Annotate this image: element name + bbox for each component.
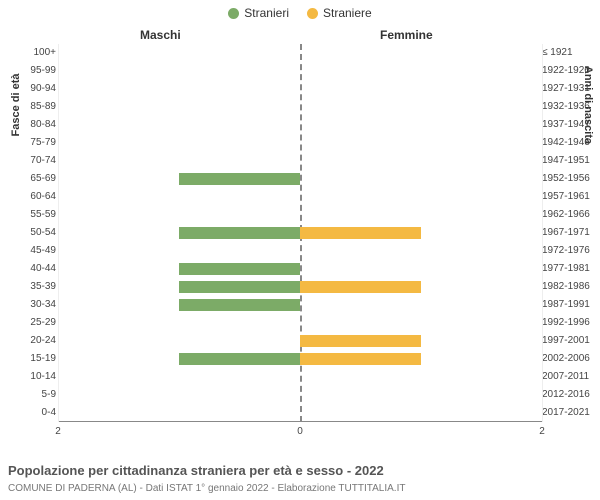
chart-caption: Popolazione per cittadinanza straniera p… [8,463,384,478]
y-right-label: 1922-1926 [542,65,590,76]
legend-swatch-male [228,8,239,19]
bar-male [179,263,300,275]
y-right-label: ≤ 1921 [542,47,573,58]
y-left-label: 55-59 [30,209,56,220]
y-right-label: 1967-1971 [542,227,590,238]
y-left-label: 30-34 [30,299,56,310]
legend: Stranieri Straniere [0,0,600,20]
x-gridline [58,44,59,422]
legend-item-male: Stranieri [228,6,289,20]
column-header-female: Femmine [380,28,433,42]
x-tick-label: 2 [55,426,61,437]
y-left-label: 50-54 [30,227,56,238]
y-right-label: 2002-2006 [542,353,590,364]
bar-male [179,281,300,293]
chart-plot-area [58,44,542,422]
y-axis-right-labels: ≤ 1921 1922-1926 1927-1931 1932-1936 1937-19… [542,44,596,422]
y-left-label: 75-79 [30,137,56,148]
bar-male [179,299,300,311]
y-right-label: 1952-1956 [542,173,590,184]
y-right-label: 1977-1981 [542,263,590,274]
bar-female [300,353,421,365]
y-right-label: 2017-2021 [542,407,590,418]
y-left-label: 85-89 [30,101,56,112]
legend-swatch-female [307,8,318,19]
x-gridline [542,44,543,422]
y-left-label: 20-24 [30,335,56,346]
y-right-label: 1932-1936 [542,101,590,112]
y-right-label: 1937-1941 [542,119,590,130]
y-right-label: 1927-1931 [542,83,590,94]
y-left-label: 60-64 [30,191,56,202]
y-left-label: 70-74 [30,155,56,166]
column-header-male: Maschi [140,28,181,42]
y-left-label: 5-9 [42,389,56,400]
y-axis-left-labels: 100+ 95-99 90-94 85-89 80-84 75-79 70-74 65-69 6… [22,44,56,422]
y-right-label: 1992-1996 [542,317,590,328]
y-right-label: 1957-1961 [542,191,590,202]
y-left-label: 15-19 [30,353,56,364]
bar-female [300,281,421,293]
x-tick-label: 0 [297,426,303,437]
y-left-label: 10-14 [30,371,56,382]
y-left-label: 40-44 [30,263,56,274]
y-axis-left-title: Fasce di età [10,60,22,150]
y-right-label: 1982-1986 [542,281,590,292]
y-left-label: 80-84 [30,119,56,130]
y-right-label: 1942-1946 [542,137,590,148]
y-right-label: 1987-1991 [542,299,590,310]
chart-subcaption: COMUNE DI PADERNA (AL) - Dati ISTAT 1° g… [8,483,405,494]
x-tick-label: 2 [539,426,545,437]
legend-label-female: Straniere [323,6,372,20]
y-right-label: 1997-2001 [542,335,590,346]
y-left-label: 90-94 [30,83,56,94]
bar-male [179,353,300,365]
bar-female [300,227,421,239]
y-left-label: 0-4 [42,407,56,418]
y-right-label: 1962-1966 [542,209,590,220]
y-left-label: 25-29 [30,317,56,328]
bar-male [179,227,300,239]
bar-male [179,173,300,185]
y-left-label: 65-69 [30,173,56,184]
y-left-label: 45-49 [30,245,56,256]
x-axis-labels: 2 0 2 [58,426,542,440]
chart-plot [58,44,542,422]
y-right-label: 2007-2011 [542,371,589,382]
bar-female [300,335,421,347]
y-left-label: 95-99 [30,65,56,76]
chart-baseline [58,421,542,422]
legend-label-male: Stranieri [244,6,289,20]
y-right-label: 1972-1976 [542,245,590,256]
y-left-label: 35-39 [30,281,56,292]
y-right-label: 1947-1951 [542,155,590,166]
legend-item-female: Straniere [307,6,372,20]
y-right-label: 2012-2016 [542,389,590,400]
y-left-label: 100+ [33,47,56,58]
